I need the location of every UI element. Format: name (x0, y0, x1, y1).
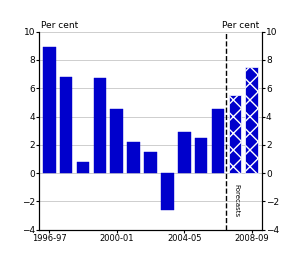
Bar (178, 132, 191, 173)
Bar (94, 78, 106, 173)
Bar (60, 77, 73, 173)
Bar (212, 110, 224, 173)
Text: Forecasts: Forecasts (234, 185, 240, 218)
Bar (195, 138, 207, 173)
Bar (144, 152, 157, 173)
Text: Per cent: Per cent (41, 21, 79, 30)
Bar (161, 173, 174, 210)
Bar (43, 47, 56, 173)
Bar (77, 162, 89, 173)
Bar (245, 67, 258, 173)
Text: Per cent: Per cent (222, 21, 260, 30)
Bar (127, 142, 140, 173)
Bar (228, 95, 241, 173)
Bar (110, 110, 123, 173)
